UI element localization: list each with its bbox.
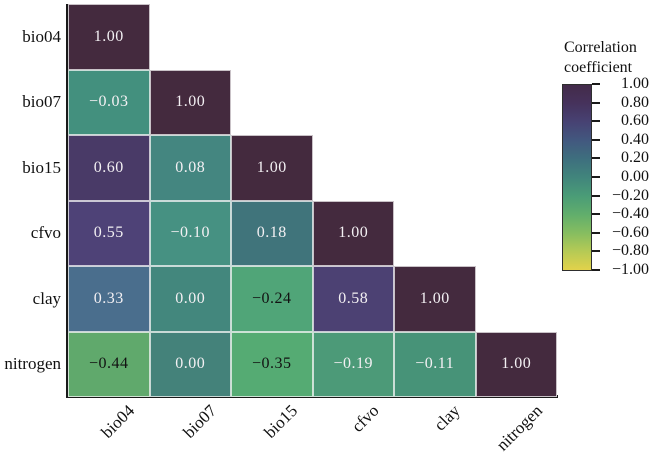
row-label-bio15: bio15 [22,157,61,177]
colorbar-tick-mark [592,213,600,216]
colorbar-tick-mark [592,157,600,160]
col-label-clay: clay [430,401,465,435]
colorbar-tick-label: 0.00 [621,168,649,185]
heatmap-cell-nitrogen-nitrogen: 1.00 [475,331,557,397]
colorbar-tick-label: 0.20 [621,149,649,167]
colorbar-tick-mark [592,194,600,197]
row-label-bio07: bio07 [22,92,61,112]
y-axis-line [65,4,69,398]
heatmap-cell-clay-bio15: −0.24 [231,266,313,332]
heatmap-cell-bio15-bio04: 0.60 [68,135,150,201]
heatmap-cell-cfvo-bio04: 0.55 [68,200,150,266]
heatmap-cell-clay-cfvo: 0.58 [312,266,394,332]
heatmap-cell-nitrogen-cfvo: −0.19 [312,331,394,397]
heatmap-cell-bio04-bio04: 1.00 [68,4,150,70]
colorbar-tick-mark [592,101,600,104]
colorbar-tick-mark [592,176,600,178]
heatmap-cell-clay-bio04: 0.33 [68,266,150,332]
colorbar-tick-mark [592,83,600,85]
row-label-bio04: bio04 [22,26,61,46]
heatmap-cell-cfvo-cfvo: 1.00 [312,200,394,266]
colorbar-tick-label: 0.60 [621,112,649,130]
colorbar-tick-mark [592,138,600,141]
colorbar-tick-mark [592,231,600,234]
heatmap-cell-cfvo-bio07: −0.10 [149,200,231,266]
heatmap-cell-clay-clay: 1.00 [394,266,476,332]
colorbar-title: Correlation coefficient [564,38,637,78]
col-label-cfvo: cfvo [347,401,383,436]
colorbar-tick-label: 0.40 [621,130,649,148]
colorbar-tick-label: −0.40 [611,205,649,223]
heatmap-cell-cfvo-bio15: 0.18 [231,200,313,266]
col-label-nitrogen: nitrogen [492,401,546,455]
heatmap-cell-bio15-bio15: 1.00 [231,135,313,201]
colorbar-tick-mark [592,120,600,123]
col-label-bio07: bio07 [178,401,220,442]
heatmap-cell-bio07-bio07: 1.00 [149,69,231,135]
colorbar-tick-label: −0.60 [611,223,649,241]
colorbar-tick-label: −0.80 [611,242,649,260]
row-label-cfvo: cfvo [30,223,61,243]
heatmap-cell-nitrogen-clay: −0.11 [394,331,476,397]
colorbar-gradient [562,84,592,271]
row-label-nitrogen: nitrogen [4,354,61,374]
colorbar-tick-mark [592,250,600,253]
colorbar-tick-mark [592,269,600,271]
col-label-bio04: bio04 [97,401,139,442]
heatmap-cell-nitrogen-bio15: −0.35 [231,331,313,397]
heatmap-cell-bio15-bio07: 0.08 [149,135,231,201]
colorbar-tick-label: 1.00 [621,75,649,92]
row-label-clay: clay [32,288,61,308]
col-label-bio15: bio15 [260,401,302,442]
colorbar-tick-label: −1.00 [611,261,649,278]
heatmap-cell-nitrogen-bio07: 0.00 [149,331,231,397]
heatmap-cell-nitrogen-bio04: −0.44 [68,331,150,397]
colorbar-title-line1: Correlation [564,39,637,56]
colorbar-tick-label: 0.80 [621,93,649,111]
heatmap-cell-clay-bio07: 0.00 [149,266,231,332]
heatmap-cell-bio07-bio04: −0.03 [68,69,150,135]
colorbar-title-line2: coefficient [564,59,633,76]
colorbar-tick-label: −0.20 [611,186,649,204]
